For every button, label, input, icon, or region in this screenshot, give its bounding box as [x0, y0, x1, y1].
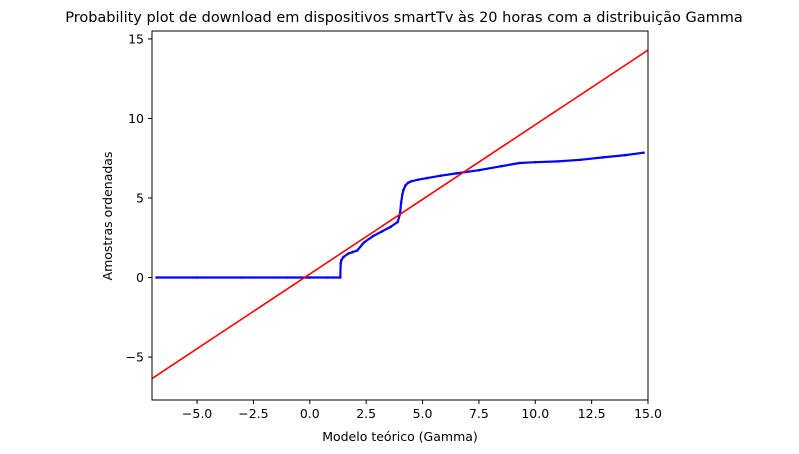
data-point	[410, 180, 413, 183]
data-point	[339, 261, 343, 265]
data-point	[601, 156, 605, 159]
data-point	[404, 184, 407, 187]
data-point	[342, 255, 345, 259]
data-point	[308, 276, 312, 279]
x-tick-label: 15.0	[634, 406, 662, 421]
data-point	[518, 161, 521, 165]
data-point	[389, 225, 393, 228]
data-point	[556, 160, 560, 163]
data-point	[425, 176, 429, 180]
y-tick-label: 15	[128, 31, 144, 46]
data-point	[340, 258, 343, 262]
y-tick-label: 0	[136, 270, 144, 285]
data-point	[355, 249, 359, 252]
data-point	[401, 193, 404, 197]
x-tick-label: 7.5	[469, 406, 489, 421]
x-tick-label: −5.0	[182, 406, 212, 421]
x-axis-ticks: −5.0 −2.5 0.0 2.5 5.0 7.5 10.0 12.5 15.0	[182, 400, 662, 421]
reference-line	[151, 49, 649, 380]
data-point	[155, 276, 158, 279]
data-point	[339, 276, 342, 279]
data-point	[346, 252, 350, 255]
data-point	[439, 174, 442, 177]
data-point	[195, 276, 199, 279]
data-point	[477, 168, 481, 172]
data-point	[371, 234, 375, 238]
data-point	[534, 160, 537, 164]
data-point	[380, 230, 384, 233]
y-tick-label: −5	[126, 350, 144, 365]
data-point	[416, 178, 420, 181]
x-tick-label: −2.5	[238, 406, 268, 421]
sample-quantile-curve	[156, 151, 644, 279]
data-point	[579, 158, 582, 162]
data-point	[326, 276, 330, 279]
data-point	[642, 151, 645, 154]
y-tick-label: 5	[136, 191, 144, 206]
data-point	[402, 188, 405, 192]
data-point	[362, 241, 366, 244]
y-tick-label: 10	[128, 111, 144, 126]
y-axis-ticks: −5 0 5 10 15	[126, 31, 152, 365]
data-point	[406, 181, 410, 185]
plot-area	[151, 49, 649, 380]
data-point	[455, 172, 458, 175]
x-tick-label: 0.0	[300, 406, 320, 421]
axes-frame	[151, 30, 649, 401]
x-tick-label: 12.5	[578, 406, 606, 421]
data-point	[240, 276, 244, 279]
data-point	[286, 276, 289, 279]
data-point	[351, 250, 355, 254]
y-axis-label: Amostras ordenadas	[100, 152, 115, 281]
x-tick-label: 5.0	[413, 406, 433, 421]
data-point	[396, 220, 400, 224]
chart-title: Probability plot de download em disposit…	[65, 10, 743, 26]
data-point	[624, 153, 627, 157]
x-tick-label: 2.5	[356, 406, 376, 421]
x-tick-label: 10.0	[521, 406, 549, 421]
data-point	[399, 201, 403, 205]
x-axis-label: Modelo teórico (Gamma)	[322, 429, 478, 444]
data-point	[500, 164, 503, 168]
